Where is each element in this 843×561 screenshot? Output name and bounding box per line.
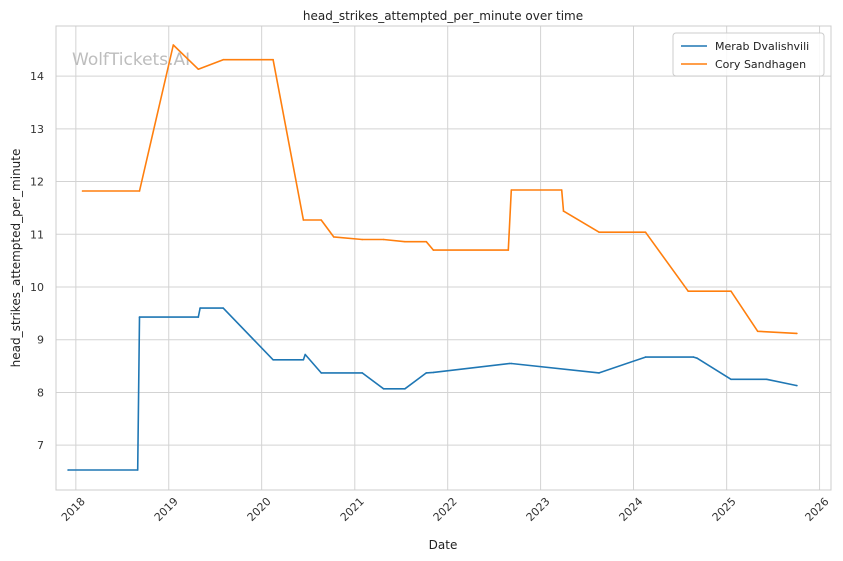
legend: Merab Dvalishvili Cory Sandhagen xyxy=(672,32,825,77)
data-point xyxy=(138,190,141,192)
data-point xyxy=(510,189,513,191)
y-tick-label: 9 xyxy=(37,334,44,347)
data-point xyxy=(425,372,428,374)
data-point xyxy=(361,238,364,241)
data-point xyxy=(272,58,274,61)
data-point xyxy=(382,238,385,241)
legend-label-1: Cory Sandhagen xyxy=(715,58,806,71)
y-tick-label: 13 xyxy=(30,123,44,136)
data-point xyxy=(197,68,200,70)
series-layer xyxy=(67,44,798,471)
data-point xyxy=(796,384,798,387)
data-point xyxy=(730,378,732,381)
chart-title: head_strikes_attempted_per_minute over t… xyxy=(303,9,583,23)
y-tick-label: 8 xyxy=(37,386,44,399)
y-tick-label: 7 xyxy=(37,439,44,452)
data-point xyxy=(696,357,698,360)
data-point xyxy=(730,290,732,293)
data-point xyxy=(756,330,759,333)
x-axis-label: Date xyxy=(429,538,458,552)
data-point xyxy=(136,469,139,471)
data-point xyxy=(332,236,335,238)
data-point xyxy=(644,231,647,233)
data-point xyxy=(81,190,84,192)
series-line-1 xyxy=(82,44,797,335)
data-point xyxy=(562,210,565,212)
data-point xyxy=(692,356,695,358)
data-point xyxy=(222,307,224,309)
data-point xyxy=(302,359,305,361)
plot-frame xyxy=(55,25,832,491)
data-point xyxy=(425,240,428,243)
y-axis-label: head_strikes_attempted_per_minute xyxy=(9,149,23,368)
data-point xyxy=(304,353,307,356)
data-point xyxy=(138,316,141,318)
data-point xyxy=(796,332,798,335)
data-point xyxy=(598,372,600,374)
grid xyxy=(56,26,831,490)
data-point xyxy=(320,219,323,221)
data-point xyxy=(510,362,513,365)
watermark: WolfTickets.AI xyxy=(72,50,190,70)
data-point xyxy=(320,372,323,374)
data-point xyxy=(302,219,305,221)
data-point xyxy=(404,388,406,390)
data-point xyxy=(598,231,600,233)
data-point xyxy=(404,240,406,243)
data-point xyxy=(67,469,69,471)
data-point xyxy=(507,249,510,251)
y-axis-ticks: 7 8 9 10 11 12 13 14 xyxy=(30,70,44,452)
data-point xyxy=(432,371,435,374)
legend-label-0: Merab Dvalishvili xyxy=(715,40,809,53)
y-tick-label: 11 xyxy=(30,228,44,241)
data-point xyxy=(199,307,201,309)
data-point xyxy=(687,290,689,293)
data-point xyxy=(197,316,200,318)
data-point xyxy=(644,356,647,358)
data-point xyxy=(172,44,175,46)
y-tick-label: 12 xyxy=(30,176,44,189)
y-tick-label: 14 xyxy=(30,70,44,83)
data-point xyxy=(222,58,224,61)
data-point xyxy=(382,388,385,390)
y-tick-label: 10 xyxy=(30,281,44,294)
data-point xyxy=(432,249,435,251)
data-point xyxy=(560,189,563,191)
data-point xyxy=(361,372,364,374)
data-point xyxy=(765,378,768,381)
legend-box xyxy=(672,32,825,77)
data-point xyxy=(272,359,274,361)
data-point xyxy=(508,362,511,365)
